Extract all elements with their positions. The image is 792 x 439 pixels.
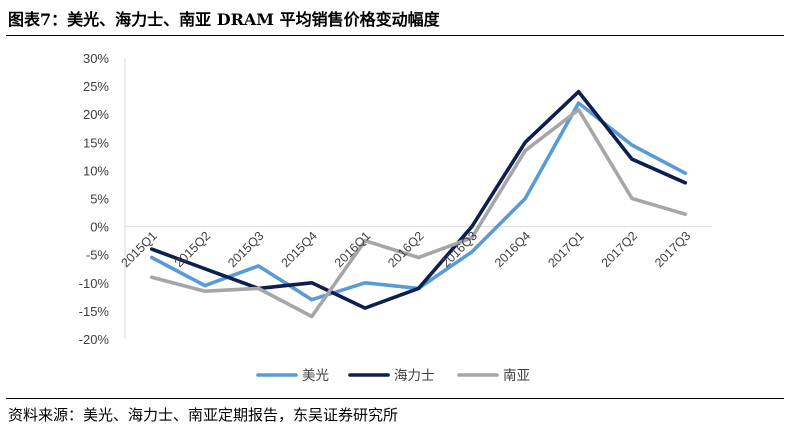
legend-label: 南亚: [503, 368, 530, 383]
x-tick-label: 2015Q4: [279, 229, 320, 270]
axis-layer: 30% 25% 20% 15% 10% 5% 0% -5% -10% -15% -20%: [79, 51, 712, 347]
series-line: [149, 89, 688, 310]
x-tick-label: 2017Q2: [599, 229, 640, 270]
y-tick-label: -10%: [79, 276, 110, 291]
source-rule: [6, 398, 784, 399]
x-tick-label: 2017Q1: [545, 229, 586, 270]
y-tick-label: 20%: [83, 107, 109, 122]
series-line: [149, 101, 688, 302]
x-tick-label: 2016Q4: [492, 229, 533, 270]
y-tick-label: 0%: [90, 220, 109, 235]
series-line: [149, 107, 688, 319]
y-tick-label: 10%: [83, 163, 109, 178]
x-tick-label: 2017Q3: [652, 229, 693, 270]
y-tick-label: 15%: [83, 135, 109, 150]
series-layer: [149, 89, 688, 319]
x-tick-label: 2016Q1: [332, 229, 373, 270]
figure-title: 图表7：美光、海力士、南亚 DRAM 平均销售价格变动幅度: [8, 10, 440, 29]
y-tick-label: -5%: [86, 248, 110, 263]
legend: 美光 海力士 南亚: [256, 368, 530, 383]
legend-label: 海力士: [394, 368, 435, 383]
x-tick-labels: 2015Q1 2015Q2 2015Q3 2015Q4 2016Q1 2016Q2 2016…: [118, 229, 693, 270]
y-tick-label: 25%: [83, 79, 109, 94]
title-rule: [6, 35, 784, 36]
y-tick-label: -15%: [79, 304, 110, 319]
y-tick-label: 30%: [83, 51, 109, 66]
y-tick-label: 5%: [90, 192, 109, 207]
legend-label: 美光: [302, 368, 329, 383]
y-tick-label: -20%: [79, 332, 110, 347]
figure-source: 资料来源：美光、海力士、南亚定期报告，东吴证券研究所: [8, 406, 399, 424]
x-tick-label: 2015Q3: [225, 229, 266, 270]
